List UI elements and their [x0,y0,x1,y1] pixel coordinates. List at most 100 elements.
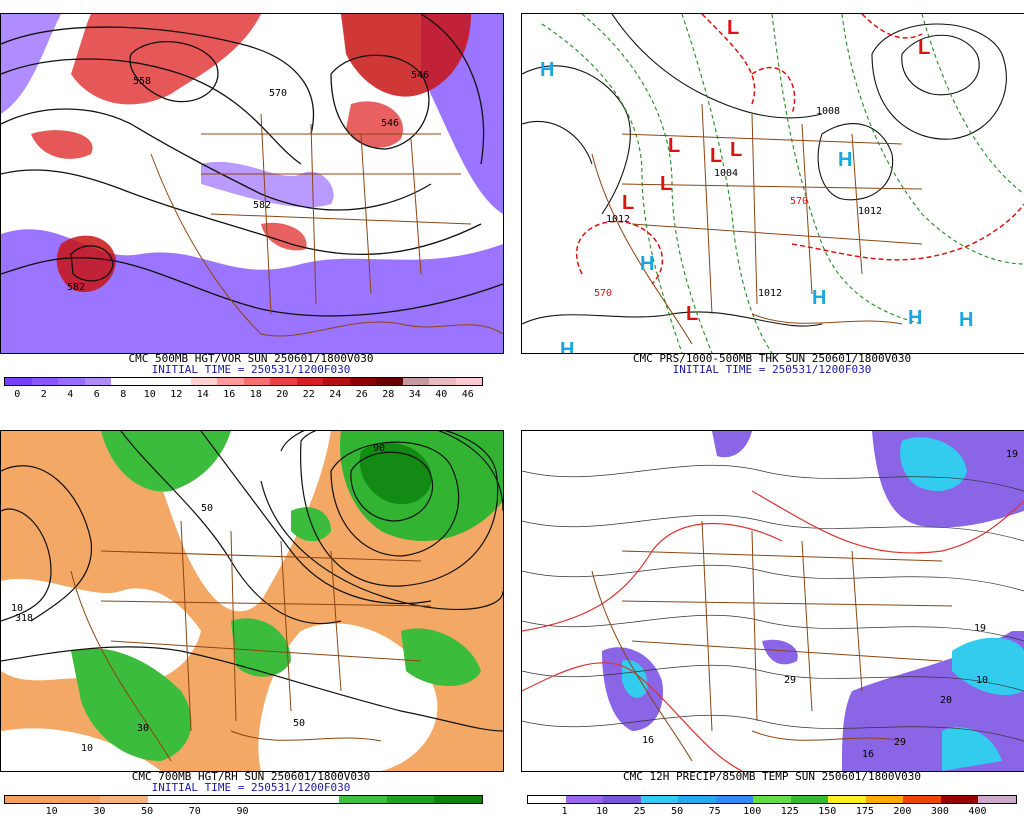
panel2-title: CMC PRS/1000-500MB THK SUN 250601/1800V0… [632,352,912,365]
colorbar-swatch [828,796,866,803]
colorbar-swatch [640,796,679,803]
colorbar-tick-label: 400 [968,806,987,817]
panel4-title: CMC 12H PRECIP/850MB TEMP SUN 250601/180… [622,770,921,783]
contour-label: 1012 [758,288,782,299]
colorbar-tick-label: 8 [120,389,127,400]
colorbar-tick-label: 10 [45,806,58,817]
colorbar-swatch [565,796,604,803]
contour-label: 1012 [606,214,630,225]
colorbar-swatch [243,796,292,803]
colorbar-tick-label: 22 [302,389,315,400]
colorbar-tick-label: 46 [461,389,474,400]
low-pressure-marker: L [727,17,739,39]
contour-label: 90 [373,443,385,454]
panel3-colorbar [4,795,483,804]
colorbar-swatch [753,796,791,803]
colorbar-tick-label: 1 [561,806,568,817]
map-700mb-relative-humidity: 318 10 50 90 50 10 30 [0,430,504,772]
colorbar-tick-label: 40 [435,389,448,400]
panel3-init-time: INITIAL TIME = 250531/1200F030 [151,781,351,794]
colorbar-swatch [137,378,164,385]
colorbar-tick-label: 75 [708,806,721,817]
high-pressure-marker: H [540,59,554,81]
colorbar-swatch [217,378,244,385]
panel3-title: CMC 700MB HGT/RH SUN 250601/1800V030 [131,770,371,783]
low-pressure-marker: L [710,145,722,167]
colorbar-swatch [376,378,403,385]
high-pressure-marker: H [560,339,574,353]
colorbar-swatch [338,796,387,803]
high-pressure-marker: H [838,149,852,171]
colorbar-swatch [58,378,85,385]
colorbar-tick-label: 150 [818,806,837,817]
colorbar-tick-label: 10 [596,806,609,817]
panel1-colorbar [4,377,483,386]
colorbar-tick-label: 300 [930,806,949,817]
colorbar-tick-label: 50 [141,806,154,817]
high-pressure-marker: H [908,307,922,329]
colorbar-swatch [678,796,716,803]
colorbar-tick-label: 10 [143,389,156,400]
contour-label: 570 [269,88,287,99]
colorbar-swatch [455,378,482,385]
contour-label: 582 [67,282,85,293]
colorbar-tick-label: 70 [188,806,201,817]
panel4-colorbar [527,795,1017,804]
colorbar-swatch [865,796,904,803]
panel4-caption: CMC 12H PRECIP/850MB TEMP SUN 250601/180… [521,771,1023,782]
colorbar-tick-label: 6 [93,389,100,400]
map-precip-850mb-temp: 19 29 16 20 19 10 16 29 [521,430,1024,772]
panel1-title: CMC 500MB HGT/VOR SUN 250601/1800V030 [128,352,374,365]
high-pressure-marker: H [640,253,654,275]
colorbar-tick-label: 24 [329,389,342,400]
panel3-caption: CMC 700MB HGT/RH SUN 250601/1800V030 INI… [0,771,502,793]
colorbar-swatch [291,796,339,803]
low-pressure-marker: L [686,303,698,325]
colorbar-swatch [978,796,1016,803]
high-pressure-marker: H [959,309,973,331]
colorbar-swatch [715,796,754,803]
colorbar-swatch [31,378,58,385]
contour-label: 558 [133,76,151,87]
colorbar-tick-label: 125 [780,806,799,817]
panel3-colorbar-ticks: 10 30 50 70 90 [4,806,481,818]
contour-label: 318 [15,613,33,624]
contour-label: 582 [253,200,271,211]
colorbar-tick-label: 0 [14,389,21,400]
contour-label: 10 [81,743,93,754]
colorbar-tick-label: 34 [408,389,421,400]
colorbar-tick-label: 200 [893,806,912,817]
panel1-init-time: INITIAL TIME = 250531/1200F030 [151,363,351,376]
colorbar-swatch [323,378,350,385]
contour-label: 30 [137,723,149,734]
colorbar-swatch [100,796,149,803]
map-surface-pressure-thickness: H H H H H H H L L L L L L L L 1012 1004 … [521,13,1024,354]
colorbar-swatch [434,796,483,803]
colorbar-tick-label: 175 [855,806,874,817]
colorbar-tick-label: 2 [40,389,47,400]
contour-label: 29 [784,675,796,686]
colorbar-swatch [296,378,323,385]
low-pressure-marker: L [668,135,680,157]
contour-label: 1008 [816,106,840,117]
contour-label: 50 [201,503,213,514]
map-500mb-vorticity: 558 570 546 546 582 582 [0,13,504,354]
colorbar-swatch [195,796,244,803]
contour-label: 20 [940,695,952,706]
colorbar-swatch [349,378,376,385]
low-pressure-marker: L [660,173,672,195]
panel1-colorbar-ticks: 0 2 4 6 8 10 12 14 16 18 20 22 24 26 28 34 40 46 [4,389,481,401]
colorbar-swatch [386,796,435,803]
colorbar-swatch [5,378,32,385]
colorbar-swatch [52,796,101,803]
colorbar-swatch [270,378,297,385]
colorbar-tick-label: 26 [355,389,368,400]
colorbar-swatch [84,378,111,385]
contour-label: 19 [1006,449,1018,460]
contour-label: 546 [381,118,399,129]
panel2-caption: CMC PRS/1000-500MB THK SUN 250601/1800V0… [521,353,1023,375]
colorbar-tick-label: 50 [671,806,684,817]
contour-label: 1012 [858,206,882,217]
colorbar-tick-label: 18 [249,389,262,400]
colorbar-tick-label: 30 [93,806,106,817]
